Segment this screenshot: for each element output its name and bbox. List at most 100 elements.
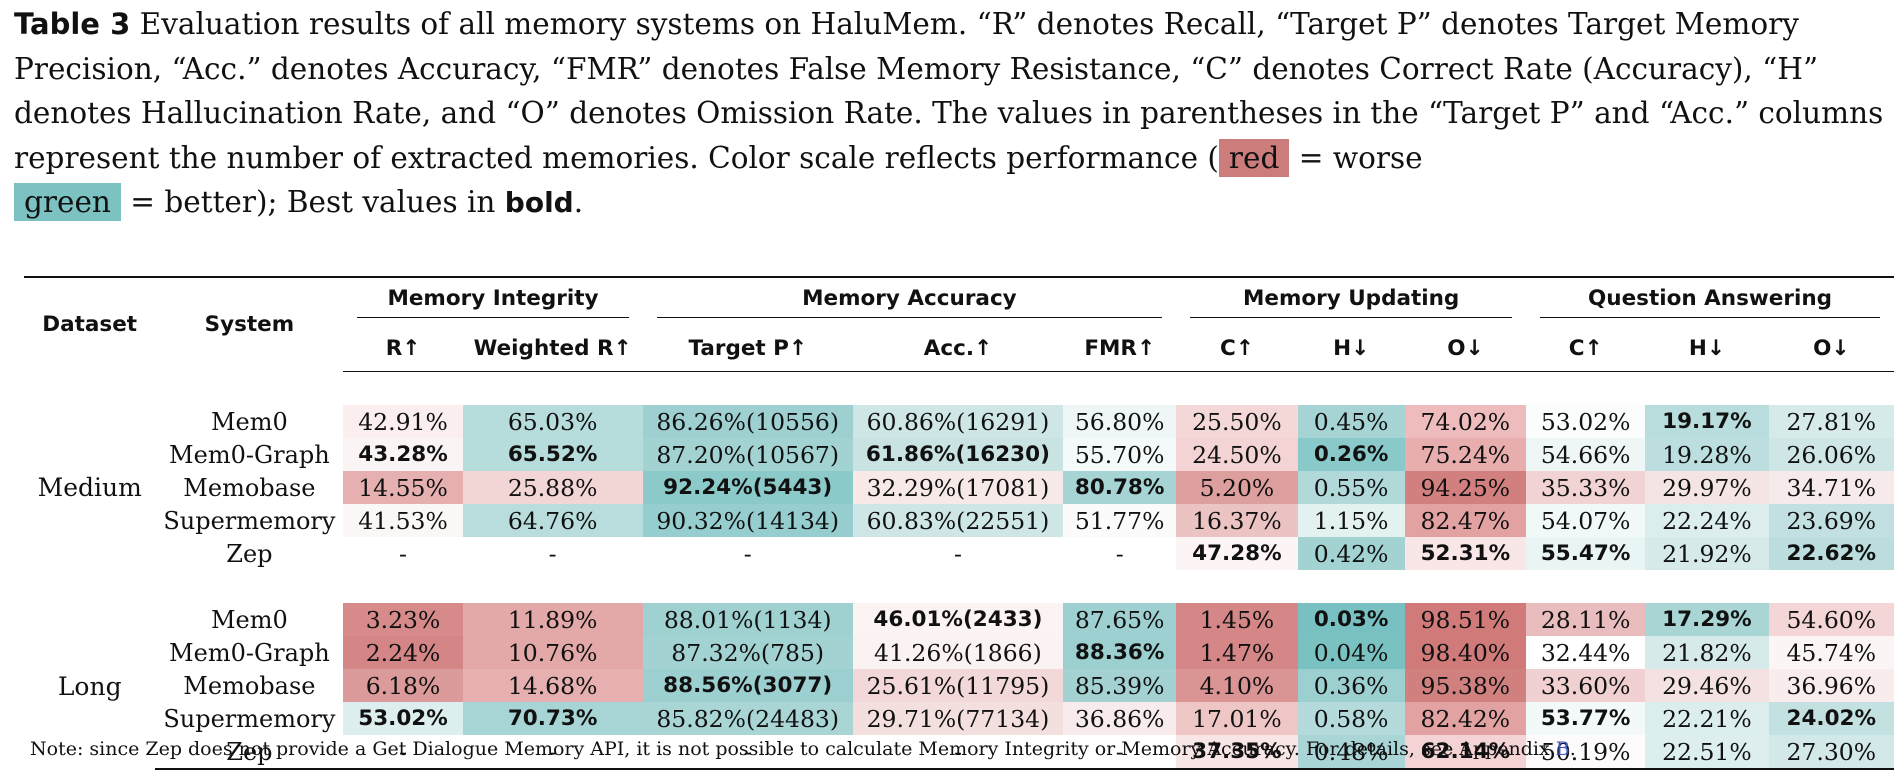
metric-cell: 6.18% [343,669,463,702]
metric-cell: 85.39% [1063,669,1177,702]
green-swatch: green [14,183,121,221]
metric-cell: 23.69% [1768,504,1894,537]
group-memory-accuracy: Memory Accuracy [642,276,1177,326]
metric-cell: 24.50% [1176,438,1298,471]
metric-cell: 80.78% [1063,471,1177,504]
metric-cell: 85.82%(24483) [642,702,853,735]
metric-cell: - [953,539,962,568]
metric-cell: 34.71% [1768,471,1894,504]
caption-text-3: = better); Best values in [120,185,505,219]
metric-cell: 26.06% [1768,438,1894,471]
metric-cell: - [642,735,853,770]
metric-cell: 60.83%(22551) [852,504,1064,537]
metric-cell: 37.35% [1176,735,1298,770]
metric-cell: 36.86% [1063,702,1177,735]
column-header: O↓ [1404,326,1526,372]
metric-cell: 75.24% [1404,438,1526,471]
metric-cell: - [548,539,557,568]
metric-cell: 88.56%(3077) [642,669,853,702]
metric-cell: 92.24%(5443) [642,471,853,504]
metric-cell: 82.47% [1404,504,1526,537]
metric-cell: 47.28% [1176,537,1298,570]
table-row: Medium Mem0 42.91% 65.03% 86.26%(10556) 60.86… [24,405,1894,502]
metric-cell: 54.60% [1768,603,1894,636]
system-name: Mem0 [210,407,288,436]
metric-cell: 22.21% [1645,702,1769,735]
metric-cell: 87.65% [1063,603,1177,636]
metric-cell: 55.47% [1526,537,1646,570]
metric-cell: 4.10% [1176,669,1298,702]
metric-cell: 52.31% [1404,537,1526,570]
caption-text-2: = worse [1289,140,1423,175]
metric-cell: 27.81% [1768,405,1894,438]
system-name: Zep [155,735,344,770]
metric-cell: 54.07% [1526,504,1646,537]
section-long: Long Mem0 3.23% 11.89% 88.01%(1134) 46.01%(24… [24,570,1894,770]
metric-cell: 88.36% [1063,636,1177,669]
column-header: H↓ [1645,326,1769,372]
metric-cell: 0.04% [1297,636,1405,669]
section-medium: Medium Mem0 42.91% 65.03% 86.26%(10556) 60.86… [24,372,1894,570]
group-memory-updating: Memory Updating [1176,276,1526,326]
metric-cell: 65.03% [462,405,643,438]
metric-cell: 5.20% [1176,471,1298,504]
metric-cell: 45.74% [1768,636,1894,669]
metric-cell: 14.55% [343,471,463,504]
table-row: Supermemory 53.02% 70.73% 85.82%(24483) 29.7… [24,702,1894,735]
metric-cell: 90.32%(14134) [642,504,853,537]
metric-cell: 27.30% [1768,735,1894,770]
metric-cell: 29.46% [1645,669,1769,702]
metric-cell: - [399,539,407,568]
column-header: Target P↑ [642,326,853,372]
column-header: O↓ [1768,326,1894,372]
metric-cell: 61.86%(16230) [852,438,1064,471]
metric-cell: 28.11% [1526,603,1646,636]
metric-cell: 21.82% [1645,636,1769,669]
metric-cell: 22.51% [1645,735,1769,770]
metric-cell: 60.86%(16291) [852,405,1064,438]
caption-label: Table 3 [14,7,131,41]
metric-cell: 25.88% [462,471,643,504]
metric-cell: 22.62% [1768,537,1894,570]
metric-cell: - [462,735,643,770]
metric-cell: 98.40% [1404,636,1526,669]
metric-cell: 50.19% [1526,735,1646,770]
column-header: C↑ [1526,326,1646,372]
metric-cell: 62.14% [1404,735,1526,770]
results-table: Dataset System Memory Integrity Memory A… [24,276,1894,770]
metric-cell: 65.52% [462,438,643,471]
metric-cell: 53.02% [343,702,463,735]
metric-cell: 0.45% [1297,405,1405,438]
metric-cell: 74.02% [1404,405,1526,438]
metric-cell: 17.29% [1645,603,1769,636]
dataset-label: Long [57,671,122,701]
metric-cell: 29.71%(77134) [852,702,1064,735]
system-name: Supermemory [163,506,336,535]
metric-cell: 21.92% [1645,537,1769,570]
metric-cell: 54.66% [1526,438,1646,471]
column-header: Weighted R↑ [462,326,643,372]
metric-cell: 86.26%(10556) [642,405,853,438]
caption-text-1: Evaluation results of all memory systems… [14,7,1884,175]
column-header: R↑ [343,326,463,372]
metric-cell: 3.23% [343,603,463,636]
metric-cell: 43.28% [343,438,463,471]
appendix-link[interactable]: B [1555,738,1570,760]
metric-cell: 19.28% [1645,438,1769,471]
metric-cell: 88.01%(1134) [642,603,853,636]
table-row: Zep - - - - - 47.28% 0.42% 52.31% 55.47% 21.92% 22.… [24,537,1894,570]
metric-cell: - [852,735,1064,770]
metric-cell: 1.15% [1297,504,1405,537]
table-row: Supermemory 41.53% 64.76% 90.32%(14134) 60.8… [24,504,1894,537]
metric-cell: 24.02% [1768,702,1894,735]
system-name: Memobase [183,671,316,700]
metric-cell: 53.02% [1526,405,1646,438]
metric-cell: - [1063,735,1177,770]
system-name: Zep [226,539,273,568]
group-memory-integrity: Memory Integrity [343,276,643,326]
note-end: . [1569,738,1576,760]
metric-cell: 0.03% [1297,603,1405,636]
metric-cell: 87.20%(10567) [642,438,853,471]
system-name: Mem0-Graph [169,440,330,469]
metric-cell: 0.42% [1297,537,1405,570]
